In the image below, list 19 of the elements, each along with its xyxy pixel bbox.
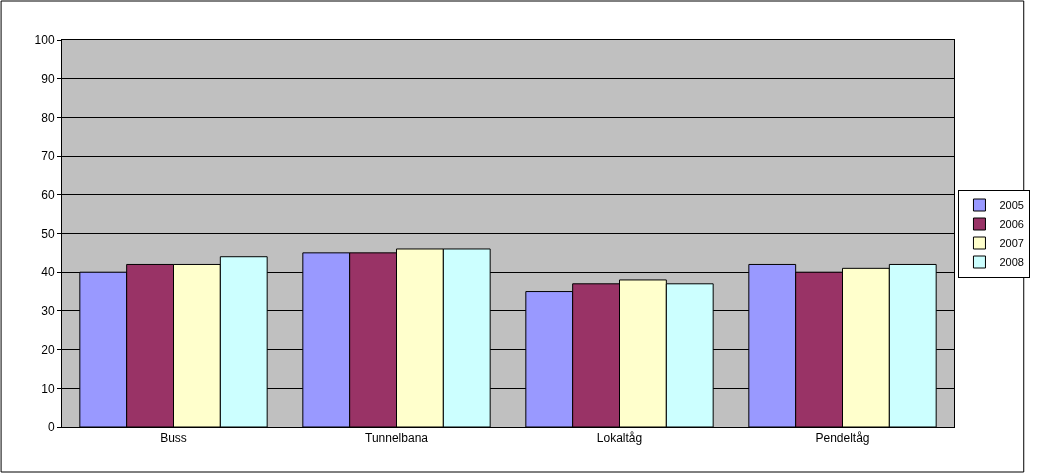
legend-label: 2005 [999,199,1024,212]
y-tick-label: 10 [41,381,55,396]
x-tick-label: Tunnelbana [365,431,429,446]
x-tick-label: Pendeltåg [815,431,870,446]
legend-label: 2008 [999,256,1024,269]
legend-label: 2007 [999,237,1024,250]
y-tick-label: 30 [41,304,55,319]
y-tick-label: 60 [41,188,55,202]
y-tick-label: 0 [47,420,55,435]
y-tick-label: 90 [41,71,55,86]
x-tick-label: Buss [160,431,187,446]
y-tick-label: 100 [34,33,55,48]
y-tick-label: 40 [41,265,55,280]
y-tick-label: 20 [41,342,55,357]
y-tick-label: 70 [41,149,55,164]
legend-label: 2006 [999,218,1024,231]
y-tick-label: 80 [41,110,55,125]
x-tick-label: Lokaltåg [596,431,643,446]
y-tick-label: 50 [41,226,55,241]
